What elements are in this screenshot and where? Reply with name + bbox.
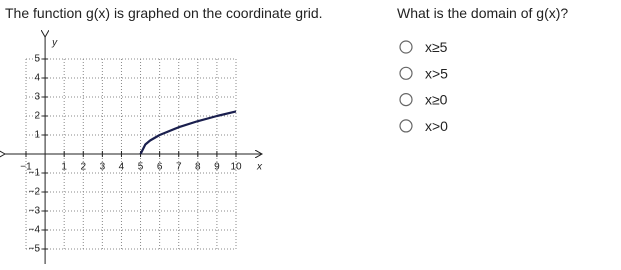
- x-tick-label: 7: [176, 162, 182, 173]
- option-label[interactable]: x>0: [425, 118, 448, 134]
- y-tick-label: 2: [35, 111, 41, 122]
- y-tick-label: 5: [35, 54, 41, 65]
- x-tick-label: 9: [214, 162, 220, 173]
- y-tick-label: −3: [29, 206, 41, 217]
- option-label[interactable]: x>5: [425, 65, 448, 81]
- radio-button[interactable]: [399, 92, 413, 107]
- x-tick-label: 1: [61, 162, 67, 173]
- question-prompt: What is the domain of g(x)?: [397, 5, 568, 21]
- radio-button[interactable]: [399, 40, 413, 54]
- radio-button[interactable]: [399, 66, 413, 80]
- x-tick-label: 2: [80, 162, 86, 173]
- y-tick-label: −4: [29, 225, 41, 236]
- x-tick-label: 10: [230, 162, 242, 173]
- x-tick-label: 5: [138, 162, 144, 173]
- y-tick-label: 4: [35, 73, 41, 84]
- plot: −1 1 2 3 4 5 6 7 8 9 10 5 4 3 2 1 −1 −2 −3 −4 −5 x y: [5, 37, 263, 264]
- x-tick-label: 3: [100, 162, 106, 173]
- x-tick-label: 6: [157, 162, 163, 173]
- y-tick-label: 1: [35, 130, 41, 141]
- radio-button[interactable]: [399, 119, 413, 133]
- x-axis-label: x: [256, 162, 263, 173]
- option-label[interactable]: x≥0: [425, 92, 448, 108]
- curve: [139, 110, 237, 155]
- x-tick-label: 8: [195, 162, 201, 173]
- x-tick-label: 4: [119, 162, 125, 173]
- question-text: The function g(x) is graphed on the coor…: [5, 5, 323, 21]
- y-tick-label: −5: [29, 244, 41, 255]
- y-tick-label: −2: [29, 187, 41, 198]
- x-tick-label: −1: [20, 162, 32, 173]
- option-label[interactable]: x≥5: [425, 39, 448, 55]
- y-tick-label: −1: [29, 168, 41, 179]
- options: x≥5 x>5 x≥0 x>0: [399, 39, 448, 134]
- y-tick-label: 3: [35, 92, 41, 103]
- y-axis-label: y: [51, 38, 58, 49]
